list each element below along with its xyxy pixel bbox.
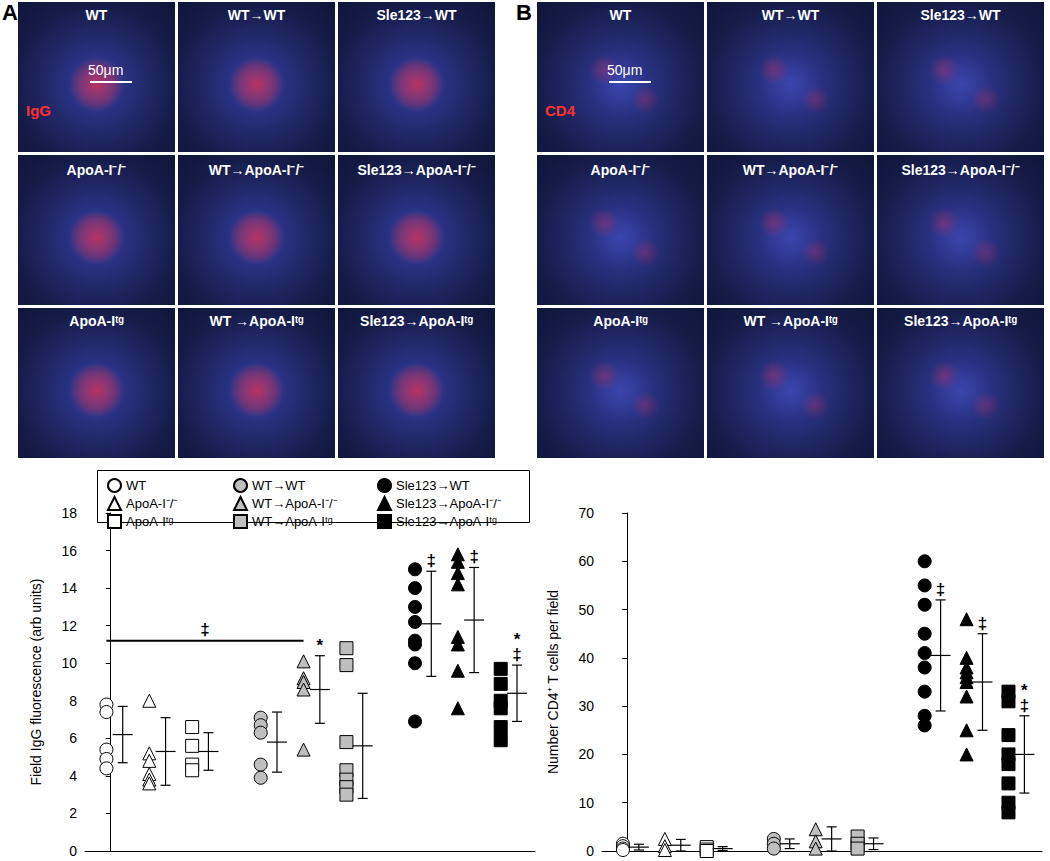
svg-text:6: 6 xyxy=(69,730,77,746)
svg-text:Field IgG fluorescence (arb un: Field IgG fluorescence (arb units) xyxy=(28,579,44,786)
html-text:WT→ApoA-I⁻/⁻: WT→ApoA-I⁻/⁻ xyxy=(208,162,305,178)
svg-text:30: 30 xyxy=(578,698,594,714)
html-text:WT →ApoA-Iᵗᵍ: WT →ApoA-Iᵗᵍ xyxy=(743,313,838,329)
html-text:WT→ApoA-I⁻/⁻: WT→ApoA-I⁻/⁻ xyxy=(742,162,839,178)
svg-text:20: 20 xyxy=(578,746,594,762)
html-text:Sle123→ApoA-I⁻/⁻: Sle123→ApoA-I⁻/⁻ xyxy=(357,162,476,178)
html-text:ApoA-I⁻/⁻: ApoA-I⁻/⁻ xyxy=(590,162,651,178)
html-text:50μm: 50μm xyxy=(88,62,124,78)
svg-text:Sle123→ApoA-I⁻/⁻: Sle123→ApoA-I⁻/⁻ xyxy=(396,496,501,511)
html-text:IgG: IgG xyxy=(26,102,51,119)
svg-text:60: 60 xyxy=(578,553,594,569)
html-text:ApoA-I⁻/⁻: ApoA-I⁻/⁻ xyxy=(66,162,127,178)
svg-text:‡: ‡ xyxy=(978,614,987,633)
svg-text:Number CD4⁺ T cells per field: Number CD4⁺ T cells per field xyxy=(545,590,561,774)
svg-text:10: 10 xyxy=(61,655,77,671)
svg-text:70: 70 xyxy=(578,505,594,521)
svg-text:18: 18 xyxy=(61,505,77,521)
html-text:CD4: CD4 xyxy=(545,102,575,119)
html-text:ApoA-Iᵗᵍ: ApoA-Iᵗᵍ xyxy=(69,313,124,329)
svg-text:ApoA-I⁻/⁻: ApoA-I⁻/⁻ xyxy=(126,496,177,511)
svg-text:8: 8 xyxy=(69,693,77,709)
svg-text:16: 16 xyxy=(61,543,77,559)
svg-text:14: 14 xyxy=(61,580,77,596)
html-text:Sle123→ApoA-Iᵗᵍ: Sle123→ApoA-Iᵗᵍ xyxy=(360,313,473,329)
html-text:ApoA-Iᵗᵍ: ApoA-Iᵗᵍ xyxy=(593,313,648,329)
html-text:Sle123→ApoA-Iᵗᵍ: Sle123→ApoA-Iᵗᵍ xyxy=(904,313,1017,329)
html-text:50μm: 50μm xyxy=(607,62,643,78)
svg-text:2: 2 xyxy=(69,805,77,821)
svg-text:‡: ‡ xyxy=(200,620,209,639)
html-text:WT: WT xyxy=(85,7,108,23)
svg-text:10: 10 xyxy=(578,795,594,811)
svg-text:Sle123→WT: Sle123→WT xyxy=(396,478,470,493)
svg-text:ApoA-Iᵗᵍ: ApoA-Iᵗᵍ xyxy=(126,514,174,529)
svg-text:WT: WT xyxy=(126,478,146,493)
html-text:Sle123→WT: Sle123→WT xyxy=(920,7,1001,23)
svg-text:WT→WT: WT→WT xyxy=(252,478,305,493)
html-text:WT→WT: WT→WT xyxy=(227,7,286,23)
html-text:Sle123→ApoA-I⁻/⁻: Sle123→ApoA-I⁻/⁻ xyxy=(901,162,1020,178)
html-text:WT→WT: WT→WT xyxy=(761,7,820,23)
svg-text:WT→ApoA-Iᵗᵍ: WT→ApoA-Iᵗᵍ xyxy=(252,514,333,529)
svg-text:‡: ‡ xyxy=(469,547,478,566)
svg-text:4: 4 xyxy=(69,768,77,784)
svg-text:12: 12 xyxy=(61,618,77,634)
svg-text:*: * xyxy=(317,636,324,655)
svg-text:50: 50 xyxy=(578,602,594,618)
html-text:WT: WT xyxy=(609,7,632,23)
svg-text:‡: ‡ xyxy=(936,580,945,599)
svg-text:WT→ApoA-I⁻/⁻: WT→ApoA-I⁻/⁻ xyxy=(252,496,337,511)
svg-text:‡: ‡ xyxy=(1020,696,1029,715)
svg-text:Sle123→ApoA-Iᵗᵍ: Sle123→ApoA-Iᵗᵍ xyxy=(396,514,497,529)
svg-text:‡: ‡ xyxy=(512,645,521,664)
html-text:Sle123→WT: Sle123→WT xyxy=(376,7,457,23)
svg-text:0: 0 xyxy=(69,843,77,859)
svg-text:‡: ‡ xyxy=(427,551,436,570)
html-text:B: B xyxy=(516,0,532,25)
svg-text:40: 40 xyxy=(578,650,594,666)
html-text:A: A xyxy=(2,0,18,25)
svg-text:0: 0 xyxy=(586,843,594,859)
html-text:WT →ApoA-Iᵗᵍ: WT →ApoA-Iᵗᵍ xyxy=(209,313,304,329)
